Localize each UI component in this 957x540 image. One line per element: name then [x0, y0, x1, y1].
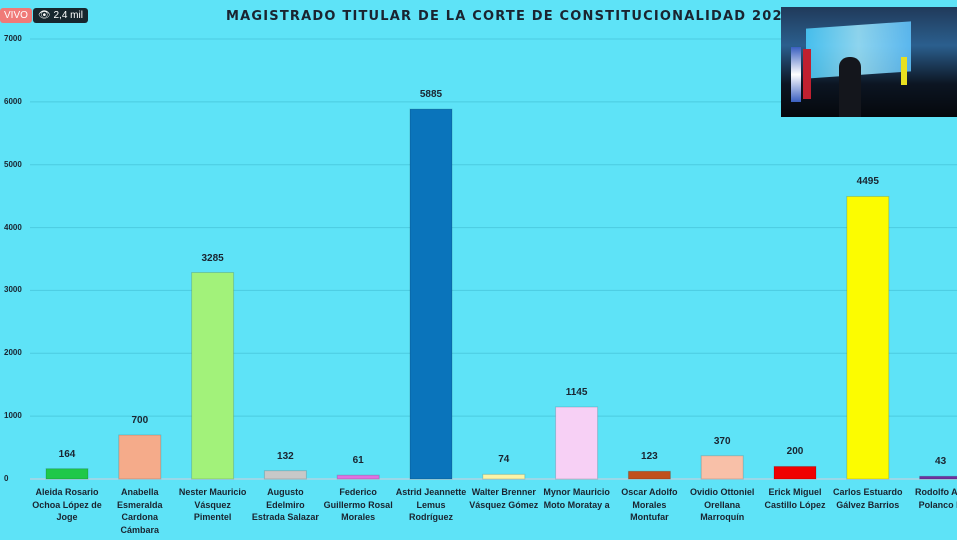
data-label: 4495	[856, 176, 879, 188]
data-label: 132	[277, 450, 294, 462]
category-label: Augusto Edelmiro Estrada Salazar	[251, 487, 319, 522]
data-label: 61	[352, 455, 364, 467]
category-label: Anabella Esmeralda Cardona Cámbara	[117, 487, 163, 535]
data-label: 1145	[565, 387, 588, 399]
bar	[555, 406, 599, 480]
data-label: 43	[935, 456, 947, 468]
data-label: 700	[131, 415, 149, 426]
bar	[846, 195, 890, 480]
bar	[263, 470, 307, 480]
bar	[919, 475, 957, 480]
eye-icon: 👁	[38, 10, 54, 21]
chart-title: MAGISTRADO TITULAR DE LA CORTE DE CONSTI…	[226, 9, 841, 24]
data-label: 123	[641, 451, 658, 463]
y-tick-label: 5000	[4, 159, 22, 169]
live-badge: VIVO	[0, 8, 32, 23]
data-label: 200	[786, 446, 804, 458]
y-tick-label: 4000	[4, 222, 22, 232]
data-label: 74	[498, 454, 510, 466]
category-label: Aleida Rosario Ochoa López de Joge	[32, 487, 102, 522]
viewer-count: 2,4 mil	[53, 10, 83, 21]
data-label: 5885	[419, 89, 443, 101]
viewer-count-badge: 👁 2,4 mil	[33, 8, 88, 23]
bar	[700, 455, 744, 480]
category-label: Erick Miguel Castillo López	[764, 487, 826, 510]
bar	[409, 108, 453, 480]
category-label: Mynor Mauricio Moto Moratay a	[543, 487, 610, 510]
category-label: Federico Guillermo Rosal Morales	[323, 487, 393, 522]
y-tick-label: 2000	[4, 348, 22, 358]
category-label: Walter Brenner Vásquez Gómez	[469, 487, 539, 510]
category-label: Oscar Adolfo Morales Montufar	[621, 487, 678, 522]
category-label: Astrid Jeannette Lemus Rodríguez	[395, 487, 467, 522]
y-tick-label: 7000	[4, 34, 22, 43]
bar	[627, 470, 671, 480]
bar	[118, 434, 162, 480]
bar	[482, 473, 526, 480]
data-label: 370	[713, 435, 731, 447]
bar	[773, 465, 817, 480]
category-label: Ovidio Ottoniel Orellana Marroquín	[689, 487, 755, 522]
live-video-thumbnail[interactable]	[781, 7, 957, 117]
bar	[336, 474, 380, 480]
data-label: 164	[58, 448, 76, 460]
y-tick-label: 0	[4, 474, 9, 483]
y-tick-label: 6000	[4, 96, 22, 106]
category-label: Rodolfo Ant Polanco D	[915, 487, 957, 510]
y-tick-label: 3000	[4, 285, 22, 295]
y-tick-label: 1000	[4, 411, 22, 421]
bar	[191, 272, 235, 480]
data-label: 3285	[201, 252, 224, 264]
category-label: Carlos Estuardo Gálvez Barrios	[833, 487, 903, 510]
category-label: Nester Mauricio Vásquez Pimentel	[178, 487, 247, 522]
bar	[45, 468, 89, 480]
